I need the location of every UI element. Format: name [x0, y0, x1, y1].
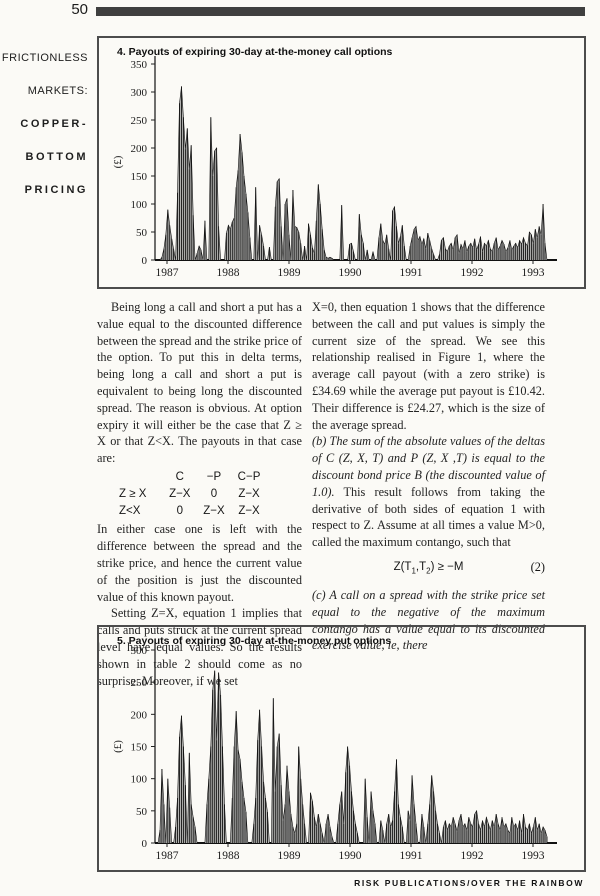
put-options-chart: 0 50 100 150 200 250 300 (£) 1987 1988 1989 1990 199… [112, 642, 557, 862]
table-cell: 0 [176, 504, 183, 517]
margin-title-line: PRICING [24, 184, 88, 196]
payout-series [157, 670, 548, 844]
payout-series [158, 86, 548, 261]
body-left-column: Being long a call and short a put has a … [97, 299, 302, 689]
equation-text: Z(T [393, 560, 412, 573]
svg-text:1988: 1988 [217, 267, 240, 279]
svg-text:1989: 1989 [278, 850, 301, 862]
equation-number: (2) [530, 559, 545, 574]
svg-text:100: 100 [131, 774, 148, 786]
table-cell: C−P [237, 470, 261, 483]
margin-title-line: MARKETS: [27, 85, 88, 97]
figure-4-title: 4. Payouts of expiring 30-day at-the-mon… [117, 46, 393, 58]
table-cell: C [175, 470, 184, 483]
svg-text:0: 0 [142, 255, 148, 267]
figure-4-panel: 4. Payouts of expiring 30-day at-the-mon… [97, 36, 586, 289]
svg-text:0: 0 [142, 838, 148, 850]
svg-text:50: 50 [136, 806, 148, 818]
y-axis-label: (£) [112, 740, 124, 753]
table-cell: Z ≥ X [119, 487, 147, 500]
x-axis: 1987 1988 1989 1990 1991 1992 1993 [155, 842, 557, 862]
margin-title-line: FRICTIONLESS [1, 52, 88, 64]
paragraph: In either case one is left with the diff… [97, 522, 302, 604]
svg-text:350: 350 [131, 59, 148, 71]
svg-text:1992: 1992 [461, 850, 484, 862]
paragraph: Being long a call and short a put has a … [97, 300, 302, 466]
svg-text:1991: 1991 [400, 850, 423, 862]
svg-text:300: 300 [131, 645, 148, 657]
svg-text:250: 250 [131, 115, 148, 127]
paragraph: (b) The sum of the absolute values of th… [312, 433, 545, 551]
svg-text:50: 50 [136, 227, 148, 239]
body-right-column: X=0, then equation 1 shows that the diff… [312, 299, 545, 654]
svg-text:1987: 1987 [156, 267, 179, 279]
call-options-chart: 0 50 100 150 200 250 300 350 (£) 1987 1988 1989 1990… [112, 56, 557, 279]
svg-text:250: 250 [131, 677, 148, 689]
equation-subscript: 1 [411, 566, 416, 576]
page-number: 50 [71, 1, 88, 18]
svg-text:300: 300 [131, 87, 148, 99]
text-run: This result follows from taking the deri… [312, 484, 545, 550]
table-cell: Z−X [238, 504, 260, 517]
equation-text: ) ≥ −M [430, 560, 464, 573]
svg-text:1990: 1990 [339, 267, 362, 279]
svg-text:1988: 1988 [217, 850, 240, 862]
table-cell: Z−X [238, 487, 260, 500]
paragraph: X=0, then equation 1 shows that the diff… [312, 300, 545, 432]
svg-text:200: 200 [131, 143, 148, 155]
y-axis-label: (£) [112, 155, 124, 168]
table-row: Z<X 0 Z−X Z−X [107, 503, 267, 520]
x-axis: 1987 1988 1989 1990 1991 1992 1993 [155, 259, 557, 279]
table-cell: Z−X [203, 504, 225, 517]
svg-text:1993: 1993 [522, 850, 545, 862]
table-row: C −P C−P [107, 469, 267, 486]
table-cell: −P [206, 470, 222, 483]
top-rule-bar [96, 7, 585, 16]
equation-2: Z(T1,T2) ≥ −M (2) [312, 559, 545, 580]
figure-5-title: 5. Payouts of expiring 30-day at-the-mon… [117, 635, 392, 647]
table-cell [107, 469, 163, 486]
svg-text:1987: 1987 [156, 850, 179, 862]
svg-text:150: 150 [131, 171, 148, 183]
table-cell: 0 [210, 487, 218, 500]
y-axis: 0 50 100 150 200 250 300 350 (£) [112, 56, 156, 267]
margin-title-line: COPPER- [20, 118, 88, 130]
y-axis: 0 50 100 150 200 250 300 (£) [112, 642, 156, 850]
equation-subscript: 2 [426, 566, 431, 576]
table-row: Z ≥ X Z−X 0 Z−X [107, 486, 267, 503]
svg-text:1989: 1989 [278, 267, 301, 279]
svg-text:1992: 1992 [461, 267, 484, 279]
italic-clause: (b) The sum of the absolute values of th… [312, 434, 545, 499]
payout-table: C −P C−P Z ≥ X Z−X 0 Z−X Z<X 0 Z−X Z−X [107, 469, 267, 519]
svg-text:1990: 1990 [339, 850, 362, 862]
svg-text:1991: 1991 [400, 267, 423, 279]
svg-text:200: 200 [131, 709, 148, 721]
table-cell: Z<X [119, 504, 141, 517]
equation-text: ,T [415, 560, 427, 573]
svg-text:1993: 1993 [522, 267, 545, 279]
svg-text:150: 150 [131, 742, 148, 754]
margin-title: FRICTIONLESS MARKETS: COPPER- BOTTOM PRI… [0, 52, 88, 217]
figure-5-panel: 5. Payouts of expiring 30-day at-the-mon… [97, 625, 586, 872]
footer-imprint: RISK PUBLICATIONS/OVER THE RAINBOW [354, 878, 584, 888]
svg-text:100: 100 [131, 199, 148, 211]
table-cell: Z−X [169, 487, 191, 500]
margin-title-line: BOTTOM [25, 151, 88, 163]
